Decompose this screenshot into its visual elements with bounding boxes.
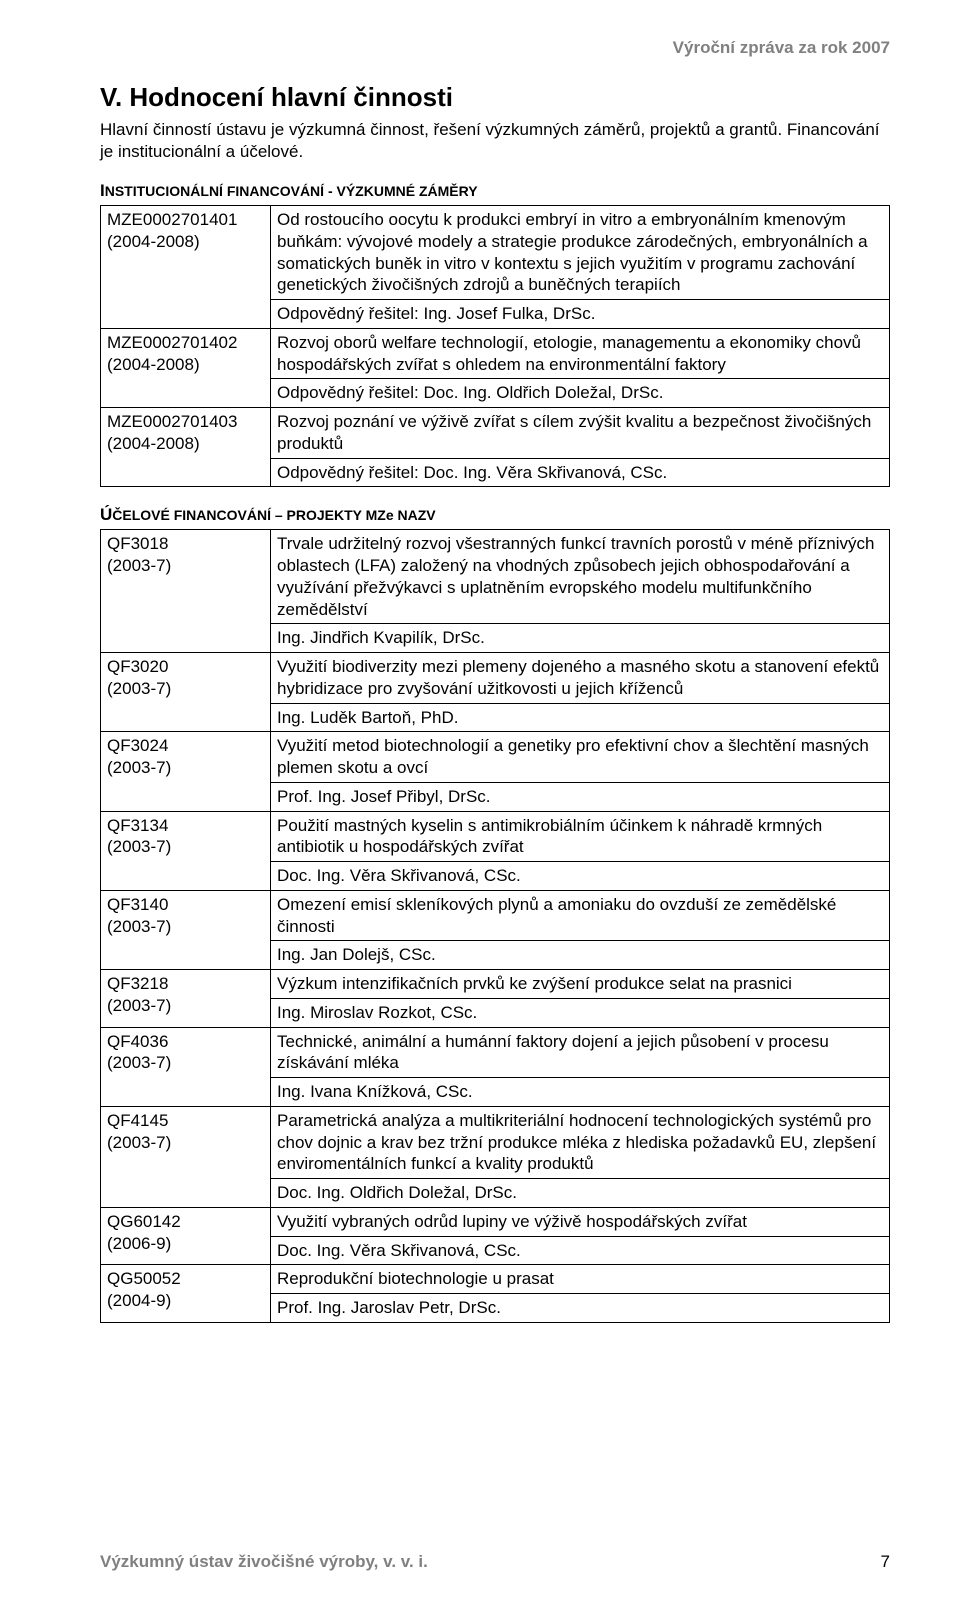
project-code-cell: QF4036 (2003-7) [101,1027,271,1106]
ucel-header: ÚČELOVÉ FINANCOVÁNÍ – PROJEKTY MZe NAZV [100,505,890,525]
project-years: (2003-7) [107,758,171,777]
ucel-header-large: Ú [100,505,112,524]
project-responsible: Prof. Ing. Josef Přibyl, DrSc. [271,782,890,811]
project-responsible: Prof. Ing. Jaroslav Petr, DrSc. [271,1294,890,1323]
inst-table: MZE0002701401 (2004-2008) Od rostoucího oo… [100,205,890,487]
project-code: QF3134 [107,816,168,835]
project-code-cell: QF3140 (2003-7) [101,890,271,969]
project-description: Reprodukční biotechnologie u prasat [271,1265,890,1294]
project-code: QG50052 [107,1269,181,1288]
project-years: (2006-9) [107,1234,171,1253]
project-responsible: Ing. Jindřich Kvapilík, DrSc. [271,624,890,653]
footer-page-number: 7 [881,1552,890,1572]
project-description: Technické, animální a humánní faktory do… [271,1027,890,1078]
project-responsible: Ing. Miroslav Rozkot, CSc. [271,998,890,1027]
ucel-table: QF3018 (2003-7) Trvale udržitelný rozvoj v… [100,529,890,1323]
project-description: Využití biodiverzity mezi plemeny dojené… [271,653,890,704]
project-years: (2003-7) [107,1133,171,1152]
project-description: Rozvoj oborů welfare technologií, etolog… [271,328,890,379]
section-title: V. Hodnocení hlavní činnosti [100,82,890,113]
project-responsible: Odpovědný řešitel: Ing. Josef Fulka, DrS… [271,300,890,329]
project-code-cell: QF3018 (2003-7) [101,530,271,653]
page-footer: Výzkumný ústav živočišné výroby, v. v. i… [100,1552,890,1572]
project-years: (2003-7) [107,917,171,936]
project-responsible: Odpovědný řešitel: Doc. Ing. Věra Skřiva… [271,458,890,487]
project-responsible: Doc. Ing. Věra Skřivanová, CSc. [271,862,890,891]
inst-header-rest: NSTITUCIONÁLNÍ FINANCOVÁNÍ - VÝZKUMNÉ ZÁ… [105,183,478,199]
project-description: Od rostoucího oocytu k produkci embryí i… [271,206,890,300]
project-code: QF3140 [107,895,168,914]
project-code-cell: QF3134 (2003-7) [101,811,271,890]
project-years: (2004-2008) [107,434,200,453]
project-responsible: Odpovědný řešitel: Doc. Ing. Oldřich Dol… [271,379,890,408]
project-responsible: Ing. Luděk Bartoň, PhD. [271,703,890,732]
project-code-cell: QF3020 (2003-7) [101,653,271,732]
inst-header: INSTITUCIONÁLNÍ FINANCOVÁNÍ - VÝZKUMNÉ Z… [100,181,890,201]
project-code-cell: QF3218 (2003-7) [101,970,271,1028]
footer-left: Výzkumný ústav živočišné výroby, v. v. i… [100,1552,428,1572]
project-description: Využití vybraných odrůd lupiny ve výživě… [271,1207,890,1236]
doc-header-right: Výroční zpráva za rok 2007 [100,38,890,58]
project-years: (2003-7) [107,679,171,698]
project-years: (2004-9) [107,1291,171,1310]
project-code: QF3020 [107,657,168,676]
ucel-header-rest: ČELOVÉ FINANCOVÁNÍ – PROJEKTY MZe NAZV [112,507,435,523]
project-code: QF3018 [107,534,168,553]
project-code-cell: QG60142 (2006-9) [101,1207,271,1265]
project-description: Využití metod biotechnologií a genetiky … [271,732,890,783]
project-code: QG60142 [107,1212,181,1231]
project-code: MZE0002701401 [107,210,237,229]
project-years: (2003-7) [107,837,171,856]
project-responsible: Ing. Jan Dolejš, CSc. [271,941,890,970]
project-description: Omezení emisí skleníkových plynů a amoni… [271,890,890,941]
project-code-cell: MZE0002701401 (2004-2008) [101,206,271,329]
project-years: (2003-7) [107,1053,171,1072]
project-code-cell: QF4145 (2003-7) [101,1106,271,1207]
project-years: (2004-2008) [107,355,200,374]
project-years: (2003-7) [107,996,171,1015]
project-years: (2004-2008) [107,232,200,251]
project-description: Použití mastných kyselin s antimikrobiál… [271,811,890,862]
project-years: (2003-7) [107,556,171,575]
project-code: QF3218 [107,974,168,993]
project-description: Parametrická analýza a multikriteriální … [271,1106,890,1178]
project-code: QF3024 [107,736,168,755]
section-intro: Hlavní činností ústavu je výzkumná činno… [100,119,890,163]
project-code-cell: MZE0002701403 (2004-2008) [101,408,271,487]
project-code-cell: QF3024 (2003-7) [101,732,271,811]
project-description: Rozvoj poznání ve výživě zvířat s cílem … [271,408,890,459]
project-code: QF4145 [107,1111,168,1130]
project-code-cell: MZE0002701402 (2004-2008) [101,328,271,407]
project-code: MZE0002701403 [107,412,237,431]
project-description: Trvale udržitelný rozvoj všestranných fu… [271,530,890,624]
project-description: Výzkum intenzifikačních prvků ke zvýšení… [271,970,890,999]
project-responsible: Ing. Ivana Knížková, CSc. [271,1078,890,1107]
project-code: MZE0002701402 [107,333,237,352]
project-code-cell: QG50052 (2004-9) [101,1265,271,1323]
project-responsible: Doc. Ing. Věra Skřivanová, CSc. [271,1236,890,1265]
project-code: QF4036 [107,1032,168,1051]
project-responsible: Doc. Ing. Oldřich Doležal, DrSc. [271,1179,890,1208]
